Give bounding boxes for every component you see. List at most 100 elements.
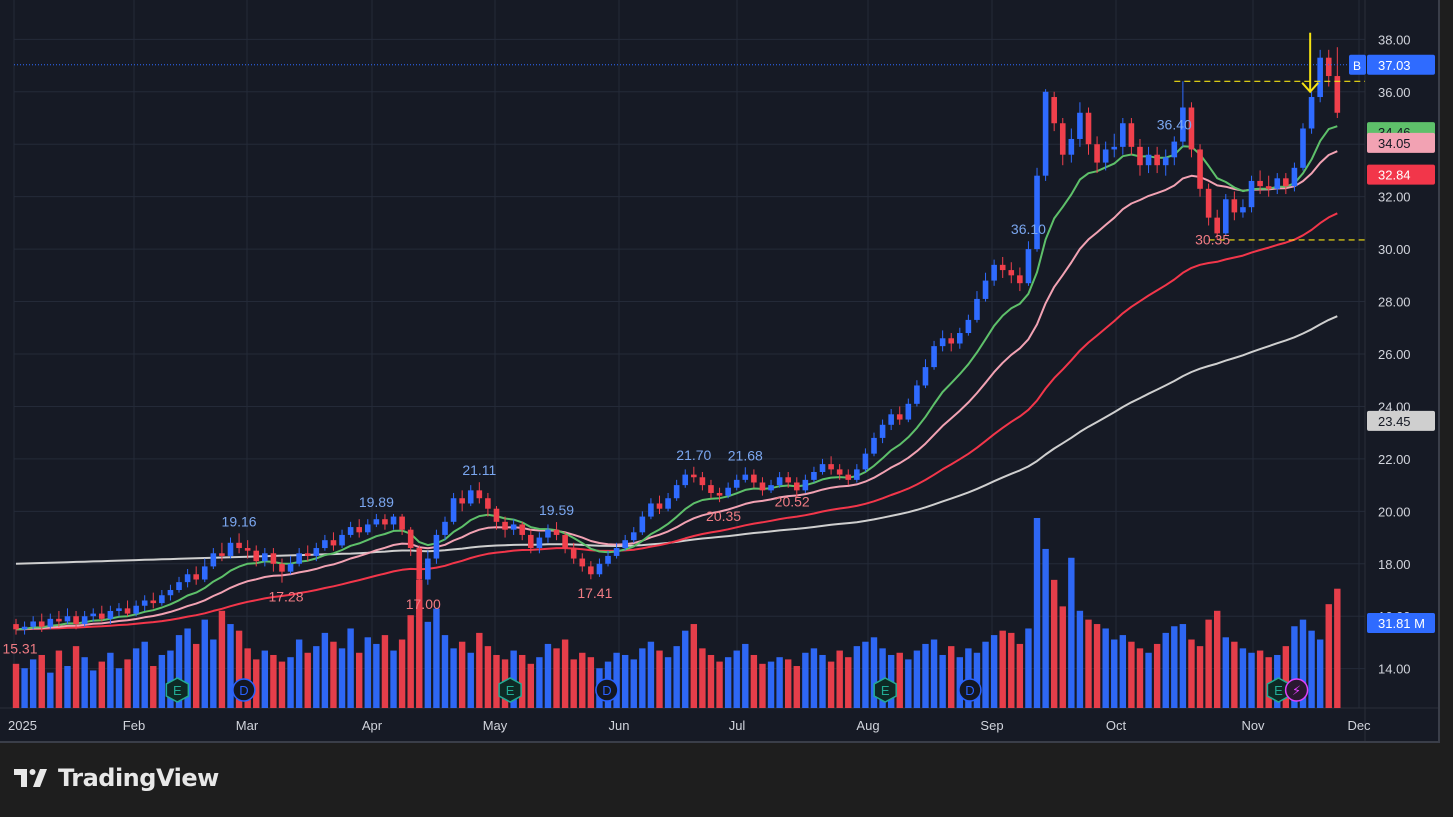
candle-body	[159, 595, 165, 604]
volume-bar	[519, 654, 526, 708]
chart-panel[interactable]: 19.16 19.89 21.11 19.59 21.70 21.68 36.10 36.40…	[0, 0, 1440, 743]
volume-bar	[175, 635, 183, 708]
volume-bar	[1188, 639, 1195, 708]
candle-body	[1171, 141, 1178, 158]
volume-bar	[827, 661, 835, 708]
candle-body	[1085, 112, 1092, 145]
volume-bar	[107, 652, 114, 708]
candle-body	[56, 618, 62, 622]
candle-body	[656, 503, 663, 509]
volume-bar	[922, 643, 929, 708]
candle-body	[1283, 178, 1289, 187]
volume-bar	[218, 610, 226, 708]
candle-body	[1008, 270, 1015, 276]
candle-body	[133, 605, 139, 614]
candle-body	[536, 537, 543, 549]
price-tag-value: 31.81 M	[1378, 616, 1425, 631]
volume-bar	[579, 652, 586, 708]
candle-body	[1111, 146, 1118, 150]
volume-bar	[12, 663, 20, 708]
candle-body	[1034, 175, 1040, 250]
volume-bar	[836, 650, 843, 708]
dividend-letter: D	[602, 683, 611, 698]
candle-body	[708, 485, 714, 493]
candle-body	[699, 477, 706, 486]
candle-body	[442, 521, 448, 535]
price-tick-label: 20.00	[1378, 504, 1411, 519]
candle-body	[519, 524, 526, 535]
time-tick-label: Oct	[1106, 718, 1127, 733]
volume-bar	[553, 648, 560, 708]
volume-bar	[124, 659, 131, 708]
candle-body	[819, 464, 826, 472]
event-marker-split: ⚡	[1284, 678, 1309, 702]
volume-bar	[433, 608, 440, 708]
volume-bar	[390, 650, 397, 708]
candle-body	[1222, 199, 1229, 234]
chart-annotations: 19.16 19.89 21.11 19.59 21.70 21.68 36.10 36.40…	[2, 32, 1365, 703]
candle-body	[433, 534, 440, 559]
candle-body	[287, 563, 294, 572]
candle-body	[493, 508, 500, 522]
price-axis: 38.0036.0034.0032.0030.0028.0026.0024.00…	[1349, 32, 1435, 677]
candle-body	[141, 600, 148, 606]
volume-bar	[1308, 630, 1315, 708]
volume-bar	[55, 650, 63, 708]
candle-body	[210, 553, 217, 567]
volume-bar	[64, 666, 71, 708]
candle-body	[244, 548, 251, 551]
time-tick-label: Nov	[1241, 718, 1265, 733]
price-tick-label: 18.00	[1378, 557, 1411, 572]
dividend-icon	[232, 678, 256, 702]
price-tag-bg	[1367, 410, 1435, 431]
ema-mid-line	[15, 150, 1338, 631]
candle-body	[596, 563, 603, 575]
volume-bar	[913, 650, 921, 708]
time-tick-label: Feb	[123, 718, 145, 733]
volume-bar	[990, 635, 998, 708]
candle-body	[691, 474, 697, 478]
volume-bar	[141, 641, 148, 708]
price-tag-prefix-bg	[1349, 54, 1366, 75]
volume-bar	[227, 624, 234, 708]
candle-body	[545, 529, 551, 538]
earnings-letter: E	[506, 683, 515, 698]
event-marker-dividend: D	[958, 678, 982, 702]
tradingview-brand[interactable]: TradingView	[14, 764, 219, 792]
volume-bar	[1042, 548, 1049, 708]
volume-bar	[1068, 557, 1075, 708]
volume-bar	[862, 641, 869, 708]
volume-bar	[1093, 624, 1101, 708]
event-marker-dividend: D	[595, 678, 619, 702]
volume-bar	[819, 654, 826, 708]
volume-bar	[115, 668, 123, 708]
candle-body	[1077, 112, 1083, 139]
volume-bar	[1119, 635, 1127, 708]
volume-bar	[544, 643, 552, 708]
candle-body	[399, 516, 405, 530]
candle-body	[553, 529, 560, 535]
trough-label: 20.35	[706, 508, 741, 524]
price-tick-label: 36.00	[1378, 85, 1411, 100]
earnings-letter: E	[1274, 683, 1283, 698]
price-tick-label: 28.00	[1378, 295, 1411, 310]
volume-bar	[879, 648, 886, 708]
candle-body	[974, 298, 980, 320]
candle-body	[896, 414, 903, 420]
candle-body	[965, 319, 972, 334]
volume-bar	[1205, 619, 1212, 708]
candle-body	[1017, 275, 1023, 284]
sma-lines	[15, 125, 1338, 631]
candle-body	[1120, 123, 1126, 147]
volume-bar	[167, 650, 174, 708]
candle-body	[1094, 144, 1100, 163]
volume-bar	[621, 654, 629, 708]
candle-body	[339, 534, 345, 546]
price-chart[interactable]: 19.16 19.89 21.11 19.59 21.70 21.68 36.10 36.40…	[0, 0, 1440, 743]
price-tag: 23.45	[1367, 410, 1435, 431]
candle-body	[1317, 57, 1323, 98]
candle-body	[330, 540, 337, 546]
candle-body	[733, 479, 740, 488]
price-tag-value: 23.45	[1378, 414, 1411, 429]
earnings-letter: E	[881, 683, 890, 698]
